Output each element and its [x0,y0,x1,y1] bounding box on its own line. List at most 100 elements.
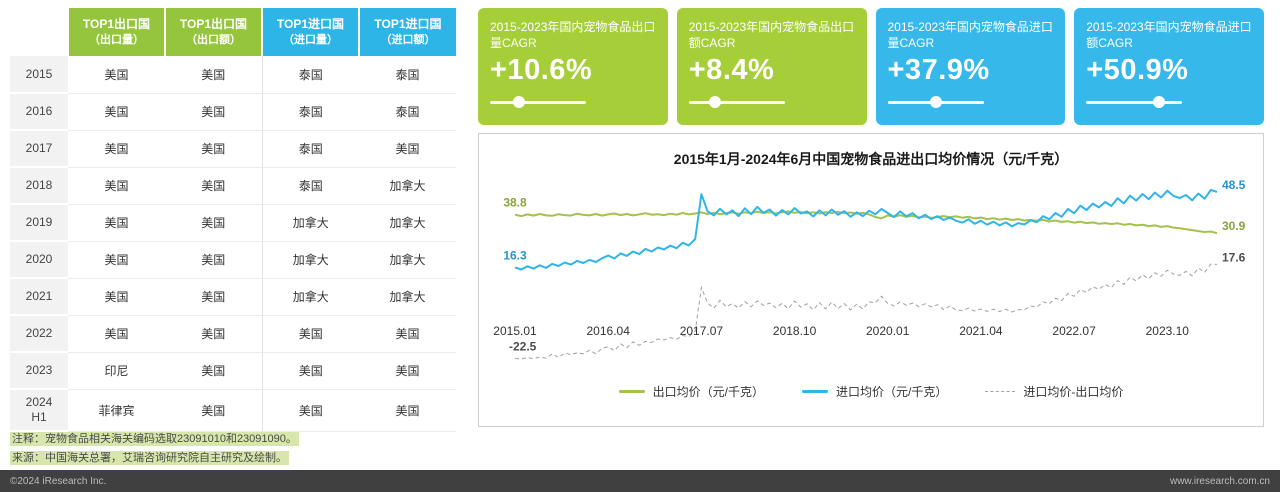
series-end-label: 48.5 [1222,178,1246,192]
table-corner-cell [10,8,68,56]
table-row: 2021 美国 美国 加拿大 加拿大 [10,278,456,316]
year-cell: 2018 [10,167,68,205]
table-row: 2023 印尼 美国 美国 美国 [10,352,456,390]
import-line-swatch [802,390,828,393]
kpi-card-import-value-cagr: 2015-2023年国内宠物食品进口额CAGR +50.9% [1074,8,1264,125]
year-cell: 2016 [10,93,68,131]
top1-country-cell: 美国 [165,56,262,94]
kpi-card-import-volume-cagr: 2015-2023年国内宠物食品进口量CAGR +37.9% [875,8,1066,125]
top1-country-cell: 泰国 [359,93,456,131]
copyright-text: ©2024 iResearch Inc. [10,475,107,487]
x-tick-label: 2015.01 [493,324,537,338]
top1-country-cell: 加拿大 [261,278,359,316]
chart-title: 2015年1月-2024年6月中国宠物食品进出口均价情况（元/千克） [673,151,1069,167]
year-cell: 2023 [10,352,68,390]
slider-knob [512,96,525,109]
top1-country-cell: 加拿大 [359,204,456,242]
kpi-cards: 2015-2023年国内宠物食品出口量CAGR +10.6% 2015-2023… [478,8,1264,125]
footnotes: 注释：宠物食品相关海关编码选取23091010和23091090。 来源：中国海… [10,430,299,468]
kpi-label: 2015-2023年国内宠物食品出口额CAGR [688,20,855,51]
header-export-value: TOP1出口国 （出口额） [164,8,262,56]
top1-country-cell: 加拿大 [261,204,359,242]
kpi-value: +10.6% [490,54,593,87]
slider-track [1086,101,1183,105]
table-row: 2017 美国 美国 泰国 美国 [10,130,456,168]
table-row: 2016 美国 美国 泰国 泰国 [10,93,456,131]
note-text: 来源：中国海关总署，艾瑞咨询研究院自主研究及绘制。 [10,451,289,465]
header-import-value: TOP1进口国 （进口额） [358,8,456,56]
table-row: 2022 美国 美国 美国 美国 [10,315,456,353]
kpi-slider [1086,95,1183,109]
top1-country-cell: 美国 [165,278,262,316]
series-start-label: -22.5 [509,339,537,353]
legend-label: 进口均价-出口均价 [1023,385,1124,399]
year-cell: 2019 [10,204,68,242]
slider-knob [708,96,721,109]
top1-country-cell: 美国 [68,315,165,353]
kpi-value: +8.4% [688,54,775,87]
table-row: 2019 美国 美国 加拿大 加拿大 [10,204,456,242]
year-cell: 2024 H1 [10,389,68,432]
legend-export-price: 出口均价（元/千克） [618,383,764,400]
top1-country-cell: 美国 [165,352,262,390]
x-tick-label: 2016.04 [587,324,631,338]
top1-countries-table: TOP1出口国 （出口量） TOP1出口国 （出口额） TOP1进口国 （进口量… [10,8,456,432]
slider-knob [1153,96,1166,109]
table-row: 2020 美国 美国 加拿大 加拿大 [10,241,456,279]
header-line2: （进口额） [380,33,436,46]
kpi-value: +50.9% [1086,54,1189,87]
kpi-value: +37.9% [887,54,990,87]
kpi-card-export-value-cagr: 2015-2023年国内宠物食品出口额CAGR +8.4% [676,8,867,125]
header-line2: （出口额） [186,33,241,46]
legend-label: 进口均价（元/千克） [836,385,948,399]
x-tick-label: 2022.07 [1052,324,1096,338]
header-import-volume: TOP1进口国 （进口量） [261,8,359,56]
kpi-slider [688,95,785,109]
top1-country-cell: 美国 [359,389,456,432]
kpi-slider [490,95,587,109]
header-line1: TOP1出口国 [82,17,151,32]
top1-country-cell: 印尼 [68,352,165,390]
price-chart-panel: 2015年1月-2024年6月中国宠物食品进出口均价情况（元/千克） 2015.… [478,133,1264,427]
top1-table-body: 2015 美国 美国 泰国 泰国 2016 美国 美国 泰国 泰国 2017 美国 美国 泰国 美国 2018… [10,56,456,432]
x-tick-label: 2018.10 [773,324,817,338]
x-tick-label: 2020.01 [866,324,910,338]
website-text: www.iresearch.com.cn [1169,475,1270,487]
legend-label: 出口均价（元/千克） [652,385,764,399]
top1-country-cell: 美国 [165,167,262,205]
top1-country-cell: 加拿大 [359,167,456,205]
top1-country-cell: 美国 [165,204,262,242]
top1-country-cell: 美国 [359,352,456,390]
top1-country-cell: 加拿大 [359,278,456,316]
top1-country-cell: 美国 [68,241,165,279]
header-line2: （进口量） [283,33,338,46]
top1-country-cell: 美国 [359,130,456,168]
note-text: 注释：宠物食品相关海关编码选取23091010和23091090。 [10,432,299,446]
top1-country-cell: 泰国 [261,167,359,205]
top1-country-cell: 美国 [261,389,359,432]
series-end-label: 17.6 [1222,250,1246,264]
table-row: 2015 美国 美国 泰国 泰国 [10,56,456,94]
series-end-label: 30.9 [1222,219,1246,233]
top1-country-cell: 美国 [68,130,165,168]
top1-country-cell: 泰国 [359,56,456,94]
top1-country-cell: 美国 [165,389,262,432]
top1-country-cell: 美国 [165,130,262,168]
year-cell: 2017 [10,130,68,168]
chart-legend: 出口均价（元/千克） 进口均价（元/千克） 进口均价-出口均价 [479,383,1263,400]
top1-country-cell: 美国 [261,315,359,353]
export-line-swatch [618,390,645,393]
import-price-line [514,189,1218,271]
x-tick-label: 2023.10 [1146,324,1190,338]
year-cell: 2021 [10,278,68,316]
top1-country-cell: 美国 [68,93,165,131]
kpi-slider [887,95,984,109]
note-line: 来源：中国海关总署，艾瑞咨询研究院自主研究及绘制。 [10,449,299,468]
top1-country-cell: 美国 [165,241,262,279]
top1-country-cell: 美国 [165,315,262,353]
year-cell: 2020 [10,241,68,279]
top1-country-cell: 加拿大 [261,241,359,279]
top1-country-cell: 加拿大 [359,241,456,279]
price-trend-chart: 2015.01 2016.04 2017.07 2018.10 2020.01 2021.… [493,178,1246,360]
